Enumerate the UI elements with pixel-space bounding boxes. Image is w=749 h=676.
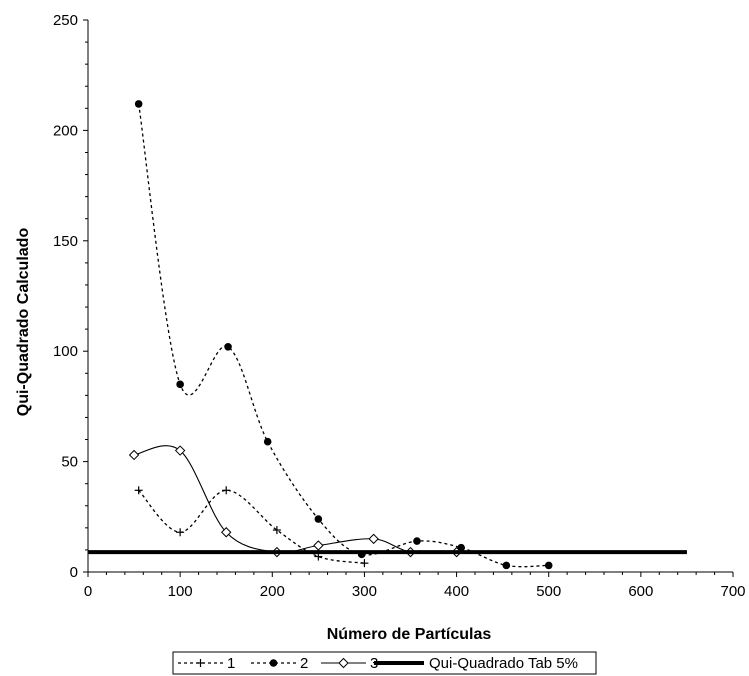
- legend-marker: [338, 657, 349, 669]
- data-point: [221, 527, 232, 538]
- data-point: [224, 342, 232, 351]
- x-tick-label: 100: [168, 583, 193, 600]
- legend-entry-2: 2: [251, 655, 308, 672]
- x-tick-label: 500: [536, 583, 561, 600]
- data-point: [176, 380, 184, 389]
- series-layer: [88, 100, 687, 570]
- legend-label: Qui-Quadrado Tab 5%: [429, 655, 578, 672]
- data-point: [544, 561, 553, 570]
- y-tick-label: 50: [61, 454, 78, 471]
- data-point: [134, 100, 143, 108]
- data-point: [272, 526, 281, 535]
- legend-label: 2: [300, 655, 308, 672]
- x-tick-label: 0: [84, 583, 92, 600]
- data-point: [134, 486, 143, 495]
- legend-marker: [269, 659, 278, 667]
- axes: 0 50 100 150 200 250 0 100 200 300 400 500 600 700: [53, 12, 746, 600]
- legend-entry-4: Qui-Quadrado Tab 5%: [374, 655, 578, 672]
- x-tick-label: 700: [720, 583, 745, 600]
- y-tick-label: 100: [53, 343, 78, 360]
- data-point: [457, 543, 465, 552]
- x-tick-label: 300: [352, 583, 377, 600]
- x-tick-label: 200: [260, 583, 285, 600]
- data-point: [128, 449, 140, 461]
- data-point: [174, 445, 186, 456]
- data-point: [222, 486, 231, 495]
- y-tick-label: 0: [70, 564, 78, 581]
- data-point: [502, 561, 511, 570]
- legend-marker: [196, 659, 205, 667]
- data-point: [176, 528, 185, 537]
- legend-entry-1: 1: [178, 655, 235, 672]
- legend-label: 1: [227, 655, 235, 672]
- y-tick-label: 250: [53, 12, 78, 29]
- x-tick-label: 400: [444, 583, 469, 600]
- legend: 123Qui-Quadrado Tab 5%: [172, 651, 597, 675]
- data-point: [263, 437, 272, 446]
- y-tick-label: 200: [53, 122, 78, 139]
- data-point: [413, 537, 421, 545]
- series-2: [134, 100, 553, 570]
- y-axis-title: Qui-Quadrado Calculado: [15, 228, 32, 417]
- data-point: [360, 559, 369, 568]
- x-tick-label: 600: [628, 583, 653, 600]
- data-point: [314, 515, 323, 523]
- y-tick-label: 150: [53, 233, 78, 250]
- series-1: [134, 486, 369, 568]
- data-point: [313, 540, 324, 551]
- data-point: [368, 533, 379, 545]
- x-axis-title: Número de Partículas: [327, 626, 492, 643]
